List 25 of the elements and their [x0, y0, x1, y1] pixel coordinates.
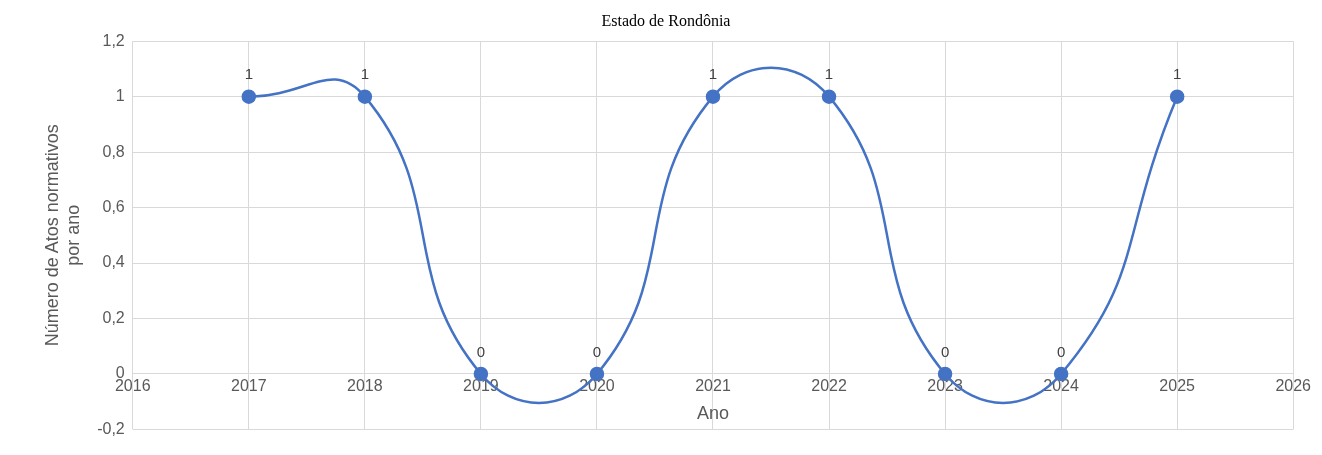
x-tick-label: 2022 [811, 376, 847, 394]
x-tick-label: 2025 [1159, 376, 1196, 394]
y-tick-label: -0,2 [97, 419, 125, 437]
x-tick-label: 2026 [1275, 376, 1312, 394]
chart-title: Estado de Rondônia [601, 11, 731, 29]
x-tick-label: 2017 [231, 376, 267, 394]
y-axis-title: Número de Atos normativos por ano [41, 124, 84, 347]
data-label: 1 [824, 65, 834, 83]
y-tick-label: 0,6 [102, 197, 125, 215]
x-axis-title: Ano [696, 402, 729, 423]
y-tick-label: 1,2 [102, 31, 125, 49]
data-label: 1 [244, 65, 253, 83]
y-tick-label: 1 [115, 87, 125, 105]
y-tick-label: 0,2 [102, 308, 125, 326]
y-tick-label: 0,4 [102, 253, 125, 271]
data-label: 1 [360, 65, 370, 83]
x-tick-label: 2018 [347, 376, 383, 394]
data-label: 1 [1172, 65, 1182, 83]
data-label: 0 [1056, 342, 1066, 360]
data-label: 1 [708, 65, 718, 83]
data-label: 0 [592, 342, 602, 360]
x-tick-label: 2021 [695, 376, 731, 394]
data-label: 0 [940, 342, 950, 360]
data-label: 0 [476, 342, 486, 360]
y-tick-label: 0,8 [102, 142, 125, 160]
